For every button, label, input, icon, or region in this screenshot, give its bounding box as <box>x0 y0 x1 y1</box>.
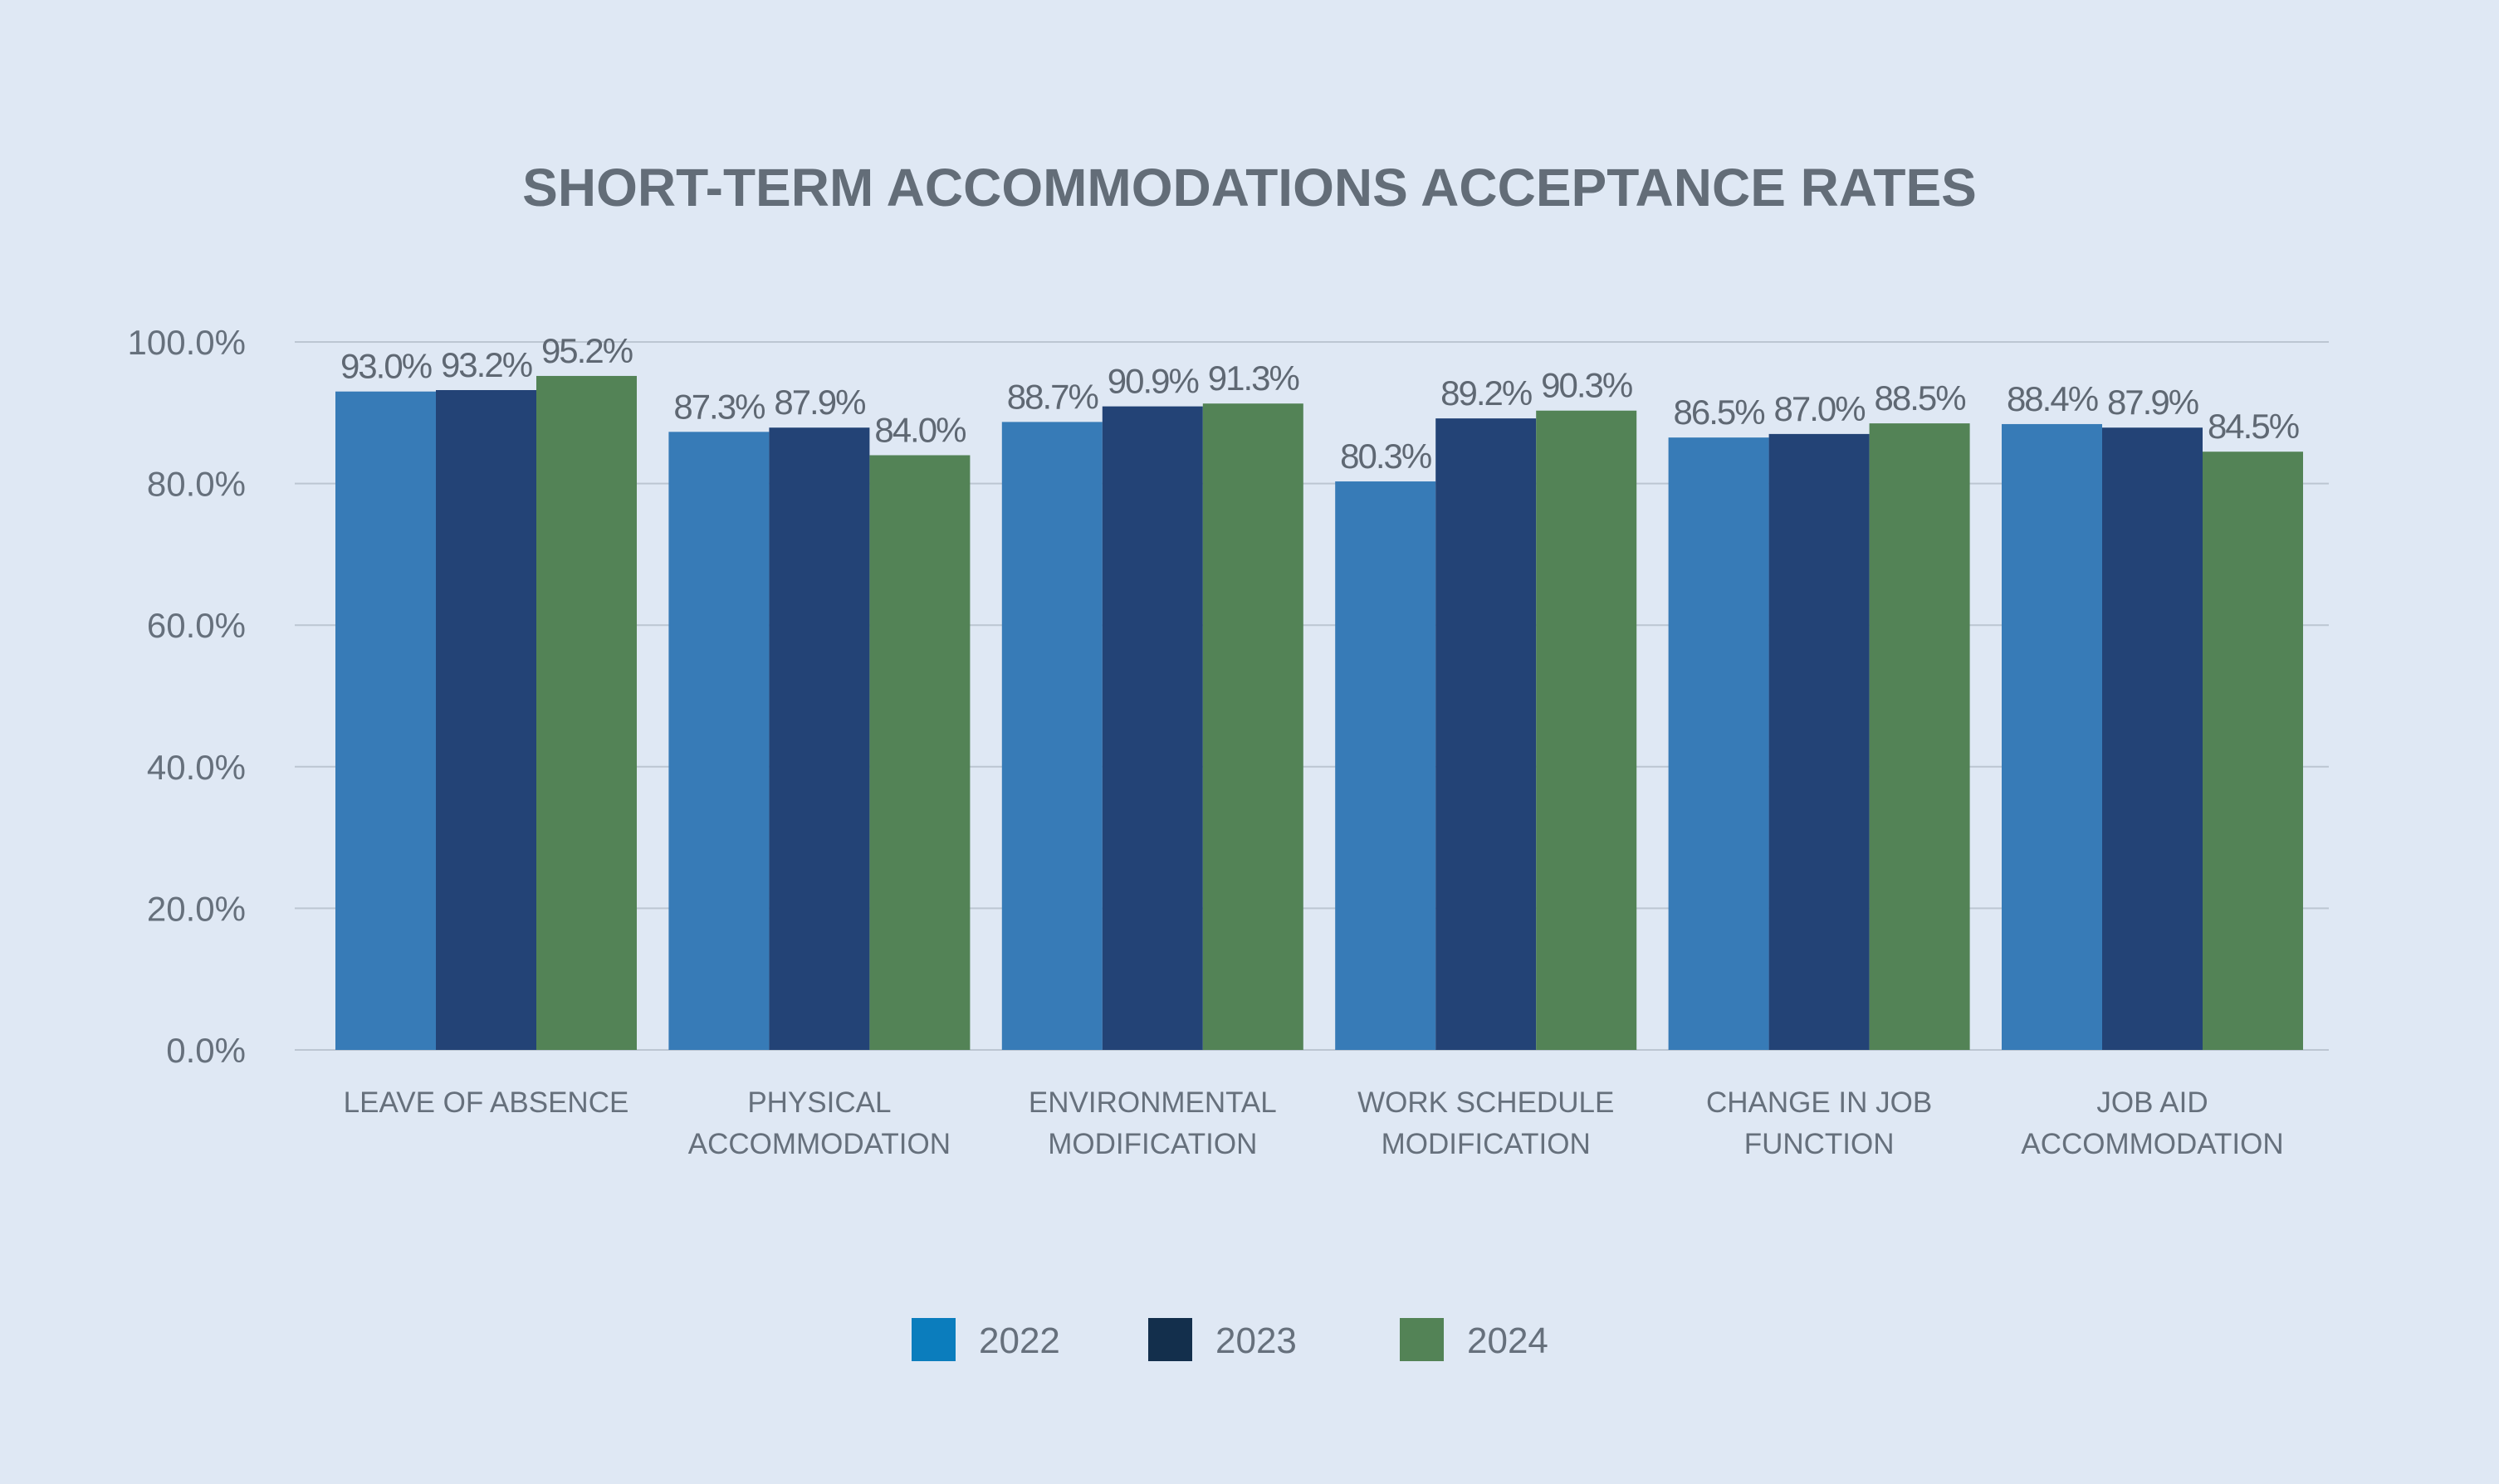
bar-2022 <box>1668 437 1769 1050</box>
data-label: 91.3% <box>1208 359 1299 398</box>
bar-2022 <box>1001 422 1103 1050</box>
data-label: 88.5% <box>1875 378 1966 417</box>
bar-2023 <box>769 427 870 1050</box>
data-label: 86.5% <box>1674 393 1765 432</box>
category-label: PHYSICAL <box>747 1086 891 1119</box>
bar-2022 <box>668 432 770 1050</box>
bar-2024 <box>869 455 971 1050</box>
data-label: 90.3% <box>1541 366 1632 405</box>
legend: 2022 2023 2024 <box>912 1318 1548 1361</box>
chart-title: SHORT-TERM ACCOMMODATIONS ACCEPTANCE RAT… <box>522 158 1977 217</box>
data-label: 93.0% <box>340 347 432 386</box>
category-label: LEAVE OF ABSENCE <box>344 1086 629 1119</box>
category-label: ENVIRONMENTAL <box>1029 1086 1277 1119</box>
bar-2024 <box>1536 410 1637 1051</box>
category-label: WORK SCHEDULE <box>1357 1086 1614 1119</box>
y-tick-label: 60.0% <box>147 606 246 645</box>
data-label: 88.4% <box>2007 379 2098 418</box>
bar-2022 <box>335 391 436 1051</box>
bar-2022 <box>1335 481 1436 1050</box>
data-labels: 93.0% 93.2% 95.2%87.3% 87.9%84.0%88.7% 90.9%… <box>340 331 2301 476</box>
y-tick-label: 40.0% <box>147 748 246 787</box>
category-label: CHANGE IN JOB <box>1706 1086 1932 1119</box>
data-label: 87.9% <box>774 383 865 422</box>
bar-2023 <box>1435 418 1537 1050</box>
data-label: 89.2% <box>1440 373 1532 412</box>
bar-2024 <box>2203 452 2303 1050</box>
bar-2023 <box>1102 406 1203 1050</box>
bar-2023 <box>436 390 536 1050</box>
data-label: 84.0% <box>874 410 966 449</box>
data-label: 87.0% <box>1774 389 1866 428</box>
legend-swatch-2022 <box>912 1318 956 1361</box>
y-tick-label: 80.0% <box>147 465 246 504</box>
legend-label-2022: 2022 <box>979 1320 1060 1361</box>
data-label: 93.2% <box>441 345 532 384</box>
data-label: 87.3% <box>673 387 765 426</box>
data-label: 90.9% <box>1108 362 1199 401</box>
bar-2024 <box>1869 423 1970 1051</box>
category-label: ACCOMMODATION <box>688 1128 951 1160</box>
y-tick-label: 20.0% <box>147 889 246 928</box>
data-label: 80.3% <box>1340 437 1431 476</box>
category-label: ACCOMMODATION <box>2021 1128 2283 1160</box>
category-label: FUNCTION <box>1744 1128 1895 1160</box>
category-label: MODIFICATION <box>1048 1128 1257 1160</box>
y-axis-ticks: 0.0% 20.0% 40.0% 60.0% 80.0% 100.0% <box>128 323 246 1070</box>
data-label: 87.9% <box>2107 383 2198 422</box>
bar-2023 <box>2102 427 2203 1050</box>
bar-2024 <box>1202 403 1303 1050</box>
bar-2022 <box>2002 423 2102 1050</box>
y-tick-label: 0.0% <box>166 1031 246 1070</box>
legend-label-2023: 2023 <box>1215 1320 1297 1361</box>
x-axis-categories: LEAVE OF ABSENCE PHYSICAL ACCOMMODATION ENV… <box>344 1086 2284 1160</box>
data-label: 84.5% <box>2208 407 2299 446</box>
legend-label-2024: 2024 <box>1467 1320 1548 1361</box>
bars <box>335 375 2303 1051</box>
data-label: 88.7% <box>1007 377 1098 416</box>
data-label: 95.2% <box>541 331 633 370</box>
y-tick-label: 100.0% <box>128 323 246 362</box>
bar-2023 <box>1768 433 1870 1050</box>
bar-2024 <box>536 375 637 1051</box>
category-label: MODIFICATION <box>1382 1128 1591 1160</box>
category-label: JOB AID <box>2096 1086 2208 1119</box>
legend-swatch-2023 <box>1148 1318 1192 1361</box>
legend-swatch-2024 <box>1400 1318 1444 1361</box>
